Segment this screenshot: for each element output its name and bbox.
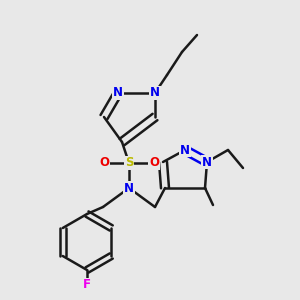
Text: N: N bbox=[180, 143, 190, 157]
Text: O: O bbox=[149, 157, 159, 169]
Text: F: F bbox=[83, 278, 91, 292]
Text: N: N bbox=[124, 182, 134, 194]
Text: N: N bbox=[113, 86, 123, 100]
Text: N: N bbox=[202, 155, 212, 169]
Text: O: O bbox=[99, 157, 109, 169]
Text: N: N bbox=[150, 86, 160, 100]
Text: S: S bbox=[125, 157, 133, 169]
